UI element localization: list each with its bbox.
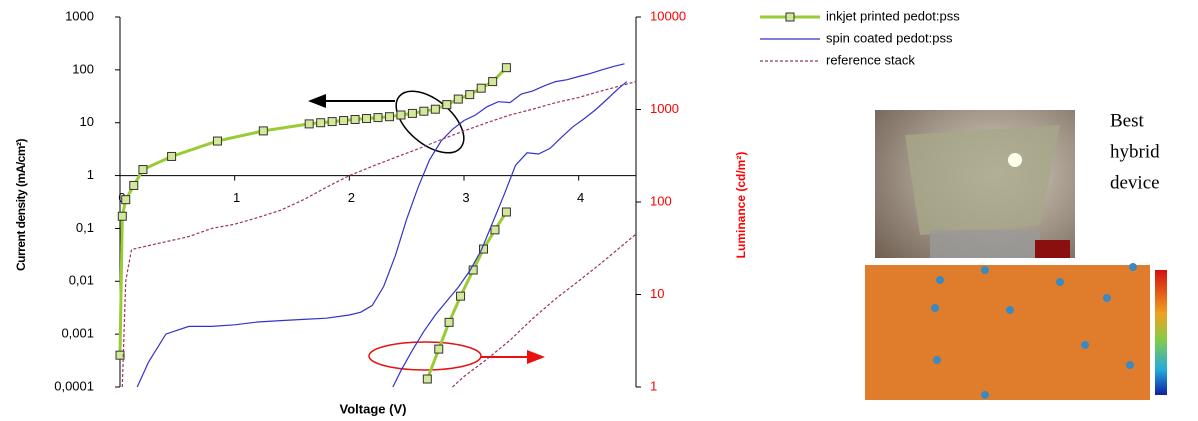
side-text: Best	[1110, 110, 1145, 131]
marker	[316, 118, 326, 128]
series-line	[121, 81, 637, 388]
y-axis-label: Current density (mA/cm²)	[14, 138, 28, 271]
legend-label: spin coated pedot:pss	[826, 30, 953, 45]
marker	[476, 83, 486, 93]
marker	[456, 291, 466, 301]
marker	[488, 77, 498, 87]
marker	[350, 115, 360, 125]
marker	[117, 211, 127, 221]
y-tick-label: 1000	[65, 8, 94, 23]
marker	[362, 114, 372, 124]
marker	[373, 113, 383, 123]
y-tick-label: 0,0001	[54, 378, 94, 393]
y2-tick-label: 1	[650, 378, 657, 393]
marker	[212, 136, 222, 146]
y-tick-label: 0,01	[69, 273, 94, 288]
marker	[501, 63, 511, 73]
marker	[465, 90, 475, 100]
x-tick-label: 2	[348, 190, 355, 205]
marker	[422, 374, 432, 384]
x-tick-label: 1	[233, 190, 240, 205]
marker	[138, 165, 148, 175]
marker	[430, 104, 440, 114]
series-line	[392, 81, 628, 388]
series-line	[136, 63, 625, 388]
y-tick-label: 0,1	[76, 220, 94, 235]
marker	[384, 112, 394, 122]
marker	[501, 207, 511, 217]
marker	[115, 350, 125, 360]
legend-label: inkjet printed pedot:pss	[826, 8, 960, 23]
marker	[444, 317, 454, 327]
y2-axis-label: Luminance (cd/m²)	[734, 152, 748, 259]
marker	[490, 225, 500, 235]
marker	[434, 344, 444, 354]
series-line	[118, 66, 508, 356]
series-line	[425, 211, 508, 380]
marker	[327, 117, 337, 127]
y2-tick-label: 10	[650, 286, 664, 301]
legend-marker	[785, 12, 795, 22]
marker	[258, 126, 268, 136]
y-tick-label: 100	[72, 61, 94, 76]
marker	[396, 110, 406, 120]
marker	[442, 100, 452, 110]
series-line	[452, 233, 637, 388]
x-tick-label: 3	[462, 190, 469, 205]
y-tick-label: 1	[87, 167, 94, 182]
y-tick-label: 10	[80, 114, 94, 129]
marker	[121, 195, 131, 205]
side-text: hybrid	[1110, 141, 1160, 162]
y2-tick-label: 100	[650, 193, 672, 208]
x-tick-label: 4	[577, 190, 584, 205]
marker	[453, 94, 463, 104]
annotation	[308, 90, 545, 371]
marker	[129, 180, 139, 190]
side-text: device	[1110, 172, 1160, 193]
y-tick-label: 0,001	[61, 326, 94, 341]
marker	[304, 119, 314, 129]
legend-label: reference stack	[826, 52, 915, 67]
marker	[407, 108, 417, 118]
marker	[339, 116, 349, 126]
device-photo	[875, 110, 1075, 270]
afm-map	[848, 258, 1198, 421]
y2-tick-label: 10000	[650, 8, 686, 23]
x-axis-label: Voltage (V)	[340, 401, 407, 416]
marker	[167, 151, 177, 161]
marker	[419, 106, 429, 116]
marker	[468, 265, 478, 275]
y2-tick-label: 1000	[650, 101, 679, 116]
